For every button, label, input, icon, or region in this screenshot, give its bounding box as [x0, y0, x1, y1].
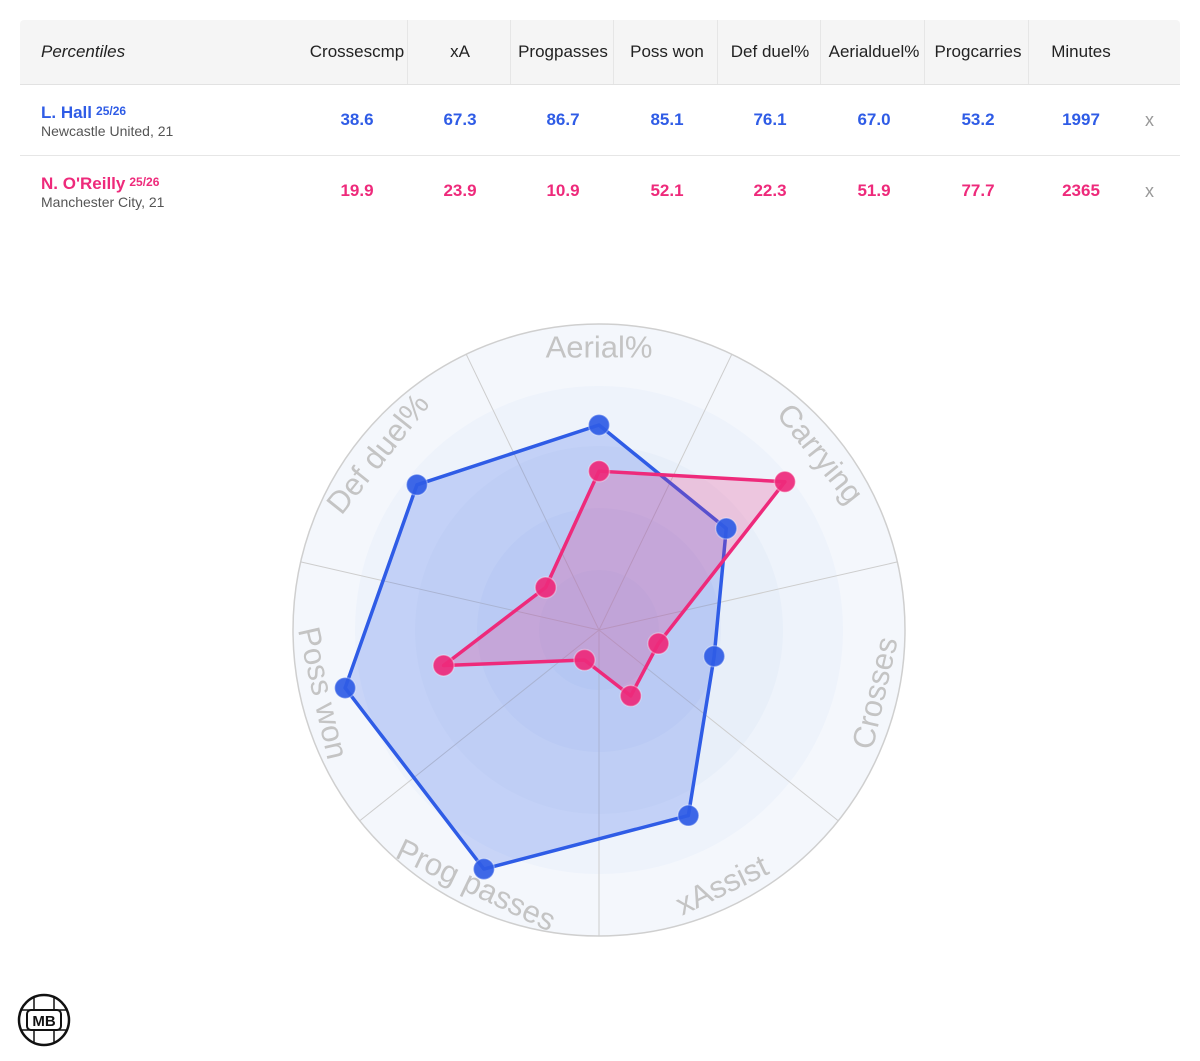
data-point — [677, 804, 700, 827]
data-point — [715, 517, 738, 540]
data-point — [587, 459, 611, 483]
column-header[interactable]: Def duel% — [720, 20, 821, 84]
stat-value: 85.1 — [650, 110, 684, 129]
stat-value: 52.1 — [650, 181, 684, 200]
data-point — [702, 645, 726, 668]
column-header[interactable]: xA — [410, 20, 511, 84]
column-header[interactable]: Crosses cmp — [307, 20, 408, 84]
player-row: L. Hall 25/26 Newcastle United, 21 38.6 67.3… — [20, 85, 1180, 156]
player-row: N. O'Reilly 25/26 Manchester City, 21 19.9 2… — [20, 156, 1180, 226]
radar-spoke — [465, 354, 600, 631]
player-team: Manchester City, 21 — [41, 194, 165, 210]
player-team: Newcastle United, 21 — [41, 123, 174, 139]
player-info: L. Hall 25/26 Newcastle United, 21 — [41, 85, 173, 155]
mb-logo: MB — [16, 990, 72, 1055]
data-point — [619, 684, 642, 708]
player-season: 25/26 — [129, 175, 160, 189]
data-point — [573, 648, 596, 672]
column-header[interactable]: Prog passes — [513, 20, 614, 84]
data-point — [472, 857, 496, 881]
player-name[interactable]: L. Hall 25/26 — [41, 103, 127, 122]
column-header[interactable]: Aerial duel% — [824, 20, 925, 84]
player-season: 25/26 — [96, 104, 127, 118]
column-header[interactable]: Minutes — [1051, 42, 1111, 61]
data-point — [773, 470, 797, 494]
stat-value: 67.3 — [443, 110, 477, 129]
radar-spoke — [598, 629, 839, 822]
percentiles-header-label: Percentiles — [41, 42, 126, 61]
series-area — [343, 423, 729, 871]
stat-value: 77.7 — [961, 181, 995, 200]
stat-value: 10.9 — [546, 181, 580, 200]
data-point — [432, 654, 455, 677]
series-area — [441, 469, 787, 698]
svg-text:MB: MB — [32, 1013, 55, 1030]
remove-player-button[interactable]: x — [1145, 109, 1154, 130]
stat-value: 23.9 — [443, 181, 477, 200]
data-point — [534, 576, 557, 599]
radar-spoke — [300, 561, 600, 631]
player-name[interactable]: N. O'Reilly 25/26 — [41, 174, 160, 193]
column-header[interactable]: Poss won — [617, 20, 718, 84]
stat-value: 67.0 — [857, 110, 891, 129]
stat-value: 1997 — [1062, 110, 1100, 129]
axis-label: Aerial% — [546, 330, 653, 365]
stat-value: 2365 — [1062, 181, 1100, 200]
comparison-table: Percentiles Crosses cmp xA Prog passes Poss w… — [20, 20, 1180, 226]
table-header: Percentiles Crosses cmp xA Prog passes Poss w… — [20, 20, 1180, 85]
remove-player-button[interactable]: x — [1145, 180, 1154, 201]
stat-value: 19.9 — [340, 181, 374, 200]
player-info: N. O'Reilly 25/26 Manchester City, 21 — [41, 156, 164, 226]
stat-value: 53.2 — [961, 110, 995, 129]
data-point — [333, 676, 357, 700]
radar-spoke — [598, 561, 898, 631]
stat-value: 38.6 — [340, 110, 374, 129]
column-header[interactable]: Prog carries — [928, 20, 1029, 84]
data-point — [587, 413, 611, 437]
stat-value: 51.9 — [857, 181, 891, 200]
stat-value: 76.1 — [753, 110, 787, 129]
data-point — [405, 473, 429, 497]
data-point — [647, 632, 670, 655]
stat-value: 86.7 — [546, 110, 580, 129]
stat-value: 22.3 — [753, 181, 787, 200]
radar-spoke — [598, 354, 733, 631]
